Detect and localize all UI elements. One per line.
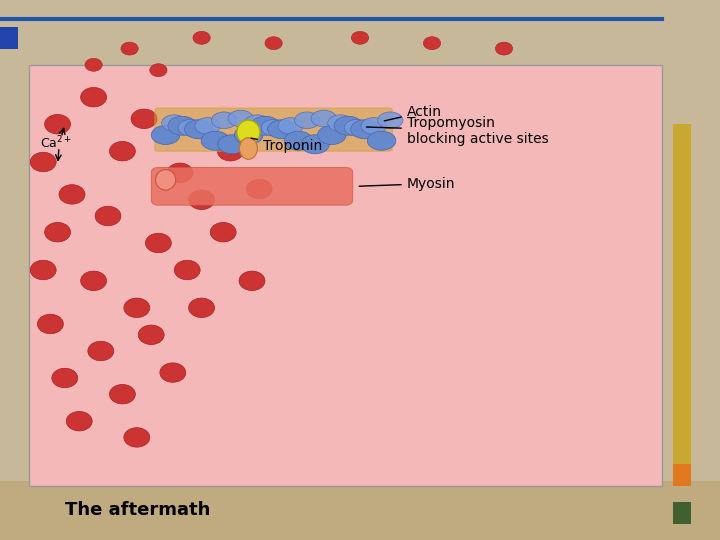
Circle shape <box>85 58 102 71</box>
Circle shape <box>246 179 272 199</box>
Ellipse shape <box>218 135 246 154</box>
Text: Ca$^{2+}$: Ca$^{2+}$ <box>40 135 72 151</box>
FancyBboxPatch shape <box>0 481 720 540</box>
Ellipse shape <box>268 120 296 139</box>
Ellipse shape <box>237 120 260 145</box>
Circle shape <box>88 341 114 361</box>
FancyBboxPatch shape <box>673 464 691 486</box>
Ellipse shape <box>151 125 180 145</box>
Ellipse shape <box>318 125 346 145</box>
FancyBboxPatch shape <box>0 0 720 65</box>
Circle shape <box>66 411 92 431</box>
Circle shape <box>145 233 171 253</box>
Circle shape <box>81 271 107 291</box>
Circle shape <box>131 109 157 129</box>
Ellipse shape <box>334 116 363 135</box>
FancyBboxPatch shape <box>0 27 18 49</box>
Circle shape <box>193 31 210 44</box>
Ellipse shape <box>251 116 279 135</box>
Ellipse shape <box>344 119 369 136</box>
Text: The aftermath: The aftermath <box>65 501 210 519</box>
Circle shape <box>59 185 85 204</box>
Circle shape <box>30 260 56 280</box>
FancyBboxPatch shape <box>155 108 392 151</box>
Circle shape <box>109 384 135 404</box>
Text: Troponin: Troponin <box>251 138 322 153</box>
Circle shape <box>217 141 243 161</box>
Ellipse shape <box>367 131 396 150</box>
Circle shape <box>124 428 150 447</box>
Circle shape <box>37 314 63 334</box>
Ellipse shape <box>161 115 187 131</box>
Circle shape <box>351 31 369 44</box>
Ellipse shape <box>178 119 204 136</box>
Circle shape <box>189 190 215 210</box>
Text: Myosin: Myosin <box>359 177 455 191</box>
Circle shape <box>160 363 186 382</box>
Ellipse shape <box>278 118 303 134</box>
Circle shape <box>265 37 282 50</box>
Circle shape <box>95 206 121 226</box>
Circle shape <box>423 37 441 50</box>
Circle shape <box>81 87 107 107</box>
Circle shape <box>45 222 71 242</box>
Circle shape <box>150 64 167 77</box>
Ellipse shape <box>351 120 379 139</box>
Circle shape <box>495 42 513 55</box>
Ellipse shape <box>228 110 253 127</box>
Ellipse shape <box>168 116 197 135</box>
Ellipse shape <box>245 115 270 131</box>
Ellipse shape <box>301 135 329 154</box>
Circle shape <box>109 141 135 161</box>
Circle shape <box>239 271 265 291</box>
Circle shape <box>210 222 236 242</box>
Ellipse shape <box>328 115 353 131</box>
FancyBboxPatch shape <box>673 502 691 524</box>
FancyBboxPatch shape <box>673 124 691 475</box>
Ellipse shape <box>311 110 336 127</box>
Ellipse shape <box>294 112 320 129</box>
Circle shape <box>167 163 193 183</box>
Ellipse shape <box>261 119 287 136</box>
Ellipse shape <box>235 125 263 145</box>
Circle shape <box>52 368 78 388</box>
Ellipse shape <box>184 120 213 139</box>
Circle shape <box>138 325 164 345</box>
Text: Tropomyosin
blocking active sites: Tropomyosin blocking active sites <box>366 116 549 146</box>
Circle shape <box>124 298 150 318</box>
Ellipse shape <box>377 112 403 129</box>
Ellipse shape <box>195 118 220 134</box>
Ellipse shape <box>212 112 237 129</box>
Ellipse shape <box>201 131 230 150</box>
Ellipse shape <box>361 118 387 134</box>
Circle shape <box>121 42 138 55</box>
Circle shape <box>174 260 200 280</box>
Ellipse shape <box>156 170 176 190</box>
Text: Actin: Actin <box>384 105 442 121</box>
Ellipse shape <box>239 138 258 159</box>
Circle shape <box>189 298 215 318</box>
Ellipse shape <box>284 131 312 150</box>
Circle shape <box>45 114 71 134</box>
Circle shape <box>30 152 56 172</box>
FancyBboxPatch shape <box>29 65 662 486</box>
FancyBboxPatch shape <box>151 167 353 205</box>
